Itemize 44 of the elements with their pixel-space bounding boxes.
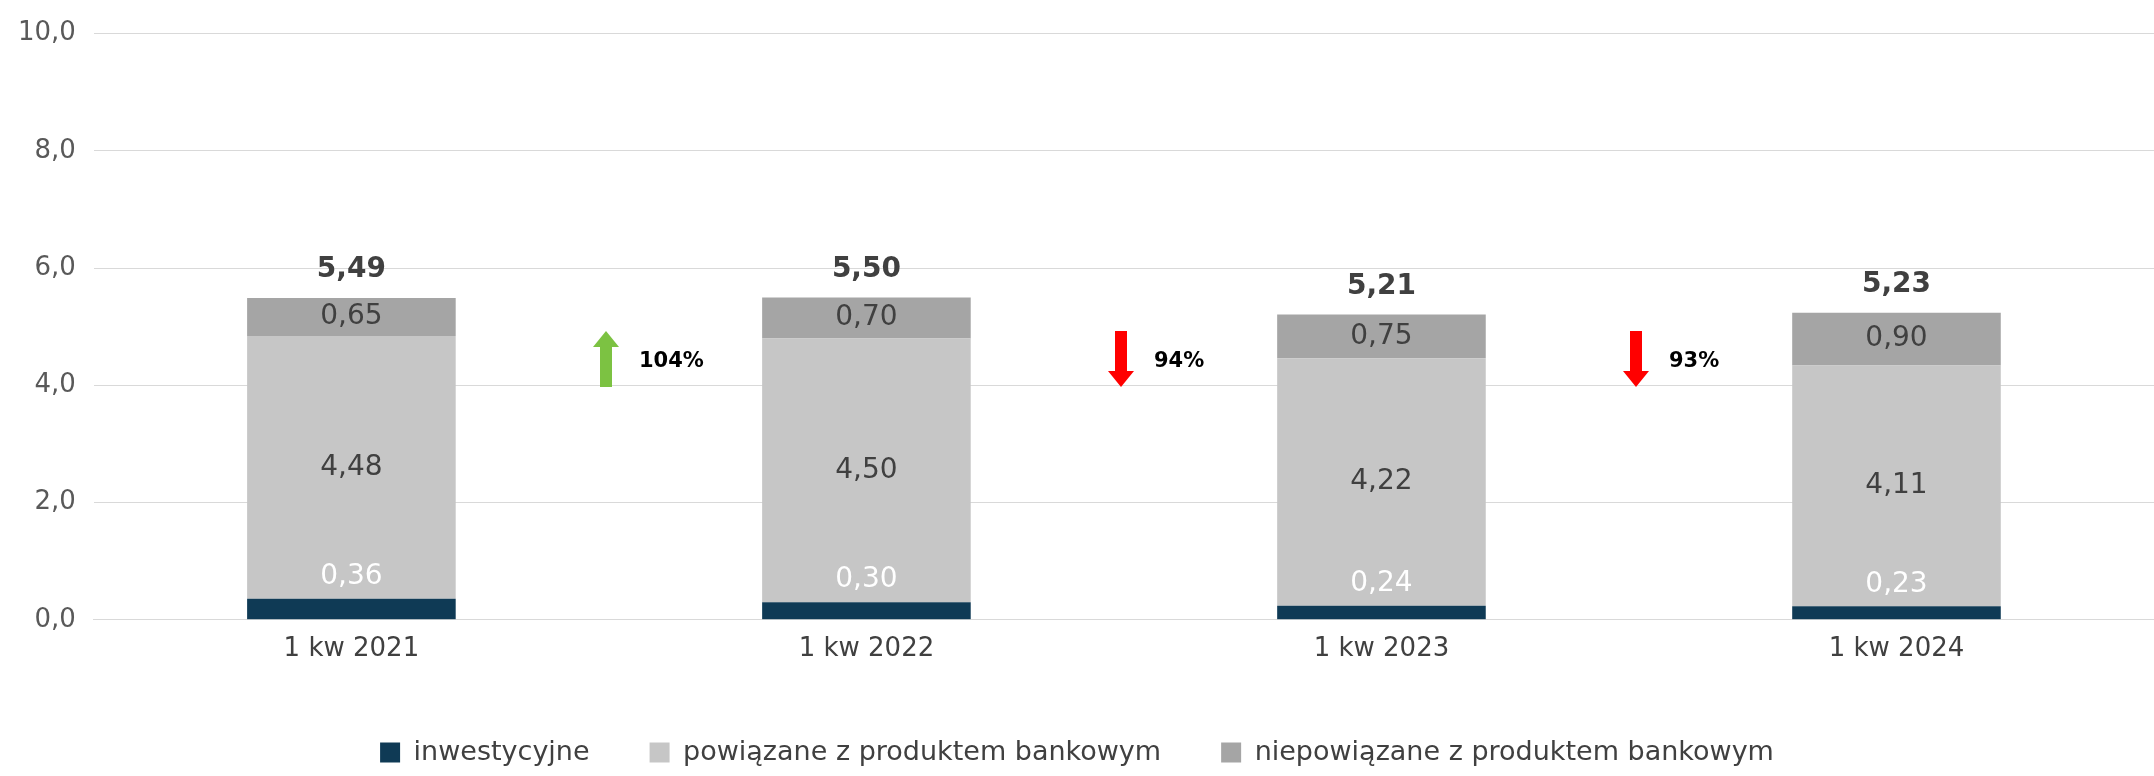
bar: [247, 336, 456, 599]
y-tick-label: 0,0: [34, 602, 76, 633]
y-tick-label: 10,0: [18, 16, 76, 47]
data-label: 4,22: [1350, 463, 1413, 497]
bar: [1792, 365, 2001, 607]
y-tick-label: 8,0: [34, 133, 76, 164]
bar: [762, 297, 971, 339]
x-tick-label: 1 kw 2022: [798, 632, 935, 663]
annotation: 93%: [1668, 348, 1720, 373]
x-tick-label: 1 kw 2021: [283, 632, 420, 663]
total-label: 5,23: [1861, 265, 1932, 299]
data-label: 0,23: [1865, 565, 1928, 599]
data-label: 0,65: [320, 298, 383, 332]
bar: [762, 602, 971, 620]
data-label: 4,48: [320, 448, 383, 482]
data-label: 0,90: [1865, 320, 1928, 354]
data-label: 0,24: [1350, 565, 1413, 599]
bar: [1277, 358, 1486, 606]
data-label: 4,50: [835, 451, 898, 485]
data-label: 0,30: [835, 561, 898, 595]
bar: [1792, 606, 2001, 620]
data-label: 0,70: [835, 299, 898, 333]
x-tick-label: 1 kw 2024: [1828, 632, 1965, 663]
bar: [762, 338, 971, 603]
y-tick-label: 6,0: [34, 250, 76, 281]
data-label: 0,36: [320, 557, 383, 591]
legend-label: powiązane z produktem bankowym: [683, 734, 1162, 766]
bar: [1277, 314, 1486, 359]
legend-label: niepowiązane z produktem bankowym: [1254, 734, 1774, 766]
bar: [247, 598, 456, 620]
bar: [1277, 605, 1486, 620]
x-tick-label: 1 kw 2023: [1313, 632, 1450, 663]
data-label: 0,75: [1350, 317, 1413, 351]
y-tick-label: 2,0: [34, 485, 76, 516]
annotation: 94%: [1153, 348, 1205, 373]
total-label: 5,21: [1346, 267, 1417, 301]
legend-label: inwestycyjne: [413, 734, 590, 766]
total-label: 5,49: [316, 251, 386, 285]
total-label: 5,50: [831, 250, 901, 284]
bar: [247, 297, 456, 337]
annotation: 104%: [638, 348, 704, 373]
y-tick-label: 4,0: [34, 368, 76, 399]
bar: [1792, 312, 2001, 366]
data-label: 4,11: [1865, 467, 1928, 501]
